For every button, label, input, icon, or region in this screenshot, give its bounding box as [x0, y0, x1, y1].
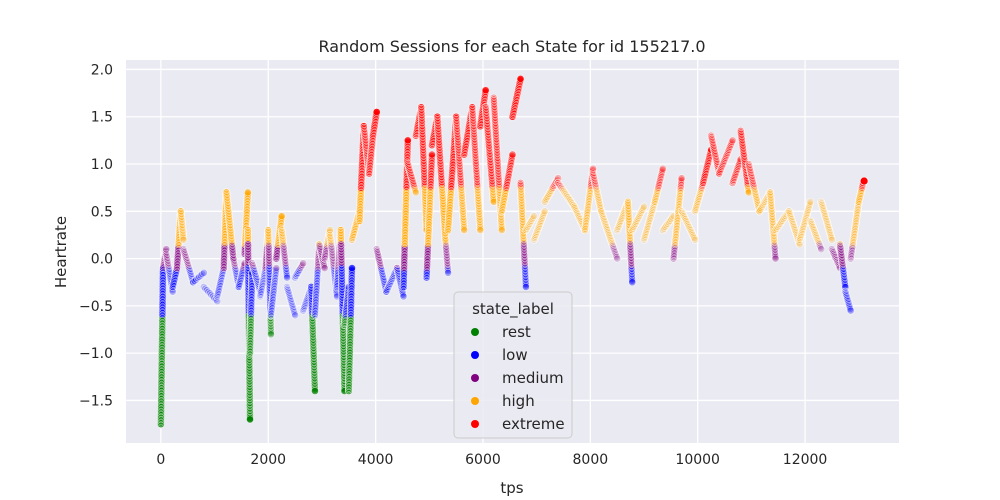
legend: state_label rest low medium high extreme: [453, 291, 573, 439]
highlight-data-point: [859, 176, 869, 186]
legend-label-rest: rest: [502, 323, 531, 341]
data-point: [540, 207, 549, 216]
data-point: [372, 108, 381, 116]
data-point: [267, 330, 275, 339]
data-point: [795, 240, 804, 249]
data-point: [277, 212, 286, 220]
x-tick-label: 10000: [675, 452, 720, 468]
legend-entries: rest low medium high extreme: [471, 323, 565, 433]
data-point: [428, 150, 436, 159]
data-point: [658, 164, 667, 173]
data-point: [640, 202, 648, 211]
data-point: [320, 264, 329, 272]
x-tick-label: 4000: [358, 452, 394, 468]
x-tick-label: 0: [156, 452, 165, 468]
data-point: [326, 226, 334, 235]
tick-labels: 0 2000 4000 6000 8000 10000 12000 −1.5 −1.0 −0.5 0…: [79, 62, 827, 468]
y-tick-label: 0.0: [91, 252, 113, 268]
legend-box: [453, 291, 573, 439]
data-point: [481, 86, 490, 95]
data-point: [348, 264, 356, 272]
y-tick-label: −1.0: [79, 346, 113, 362]
data-point: [444, 268, 452, 277]
data-point: [508, 150, 517, 159]
x-tick-label: 2000: [250, 452, 286, 468]
data-point: [476, 226, 485, 235]
data-point: [489, 197, 498, 206]
data-point: [728, 136, 737, 145]
data-point: [403, 136, 412, 145]
x-tick-label: 6000: [465, 452, 501, 468]
y-axis-label: Heartrate: [52, 216, 70, 288]
legend-marker-low: [471, 351, 479, 359]
data-point: [291, 311, 299, 320]
data-point: [460, 226, 469, 235]
data-point: [299, 259, 308, 268]
data-point: [497, 226, 506, 235]
data-point: [817, 245, 826, 254]
legend-marker-rest: [471, 328, 479, 336]
data-point: [841, 283, 850, 291]
y-tick-label: 1.0: [91, 157, 113, 173]
data-point: [628, 278, 637, 287]
data-point: [516, 75, 525, 83]
y-tick-label: 1.5: [91, 110, 113, 126]
data-point: [530, 212, 538, 220]
x-axis-label: tps: [500, 479, 523, 497]
chart-title: Random Sessions for each State for id 15…: [318, 37, 705, 56]
data-point: [272, 264, 281, 272]
data-point: [691, 235, 699, 244]
data-point: [522, 283, 530, 291]
legend-label-high: high: [502, 392, 535, 410]
data-point: [162, 245, 171, 254]
data-point: [613, 254, 622, 263]
data-point: [283, 273, 291, 282]
data-point: [399, 292, 408, 301]
data-point: [411, 188, 420, 197]
legend-marker-extreme: [471, 420, 479, 428]
data-point: [213, 297, 222, 306]
data-point: [311, 387, 319, 395]
x-tick-label: 8000: [573, 452, 609, 468]
legend-marker-medium: [471, 374, 479, 382]
data-point: [179, 235, 188, 244]
data-point: [677, 174, 686, 183]
data-point: [243, 188, 252, 197]
data-point: [806, 197, 815, 206]
data-point: [771, 254, 780, 263]
legend-label-medium: medium: [502, 369, 564, 387]
data-point: [589, 164, 597, 173]
data-point: [846, 306, 855, 315]
legend-label-extreme: extreme: [502, 415, 565, 433]
legend-title: state_label: [472, 300, 554, 319]
data-point: [828, 235, 836, 244]
y-tick-label: 0.5: [91, 204, 113, 220]
legend-marker-high: [471, 397, 479, 405]
y-tick-label: −1.5: [79, 393, 113, 409]
x-tick-label: 12000: [783, 452, 828, 468]
data-point: [199, 268, 208, 277]
data-point: [246, 415, 254, 424]
y-tick-label: −0.5: [79, 299, 113, 315]
y-tick-label: 2.0: [91, 62, 113, 78]
legend-label-low: low: [502, 346, 528, 364]
data-point: [554, 174, 563, 183]
data-points: [156, 75, 869, 428]
